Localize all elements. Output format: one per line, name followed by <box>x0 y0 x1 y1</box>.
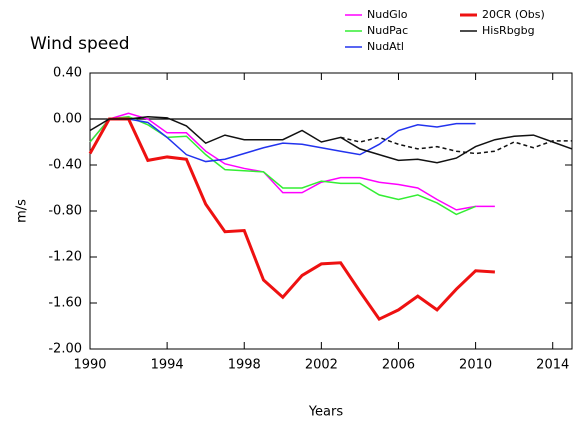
y-tick-label: -0.80 <box>48 204 82 219</box>
x-tick-label: 2006 <box>382 358 415 373</box>
y-tick-label: -2.00 <box>48 342 82 357</box>
legend-label: NudAtl <box>367 40 404 53</box>
y-tick-label: 0.00 <box>53 112 82 127</box>
x-tick-label: 1994 <box>151 358 184 373</box>
y-axis-label: m/s <box>15 199 30 223</box>
chart-title: Wind speed <box>30 34 130 54</box>
x-tick-label: 2010 <box>459 358 492 373</box>
y-tick-label: -1.20 <box>48 250 82 265</box>
legend-label: NudPac <box>367 24 408 37</box>
legend-label: 20CR (Obs) <box>482 8 545 21</box>
legend-label: NudGlo <box>367 8 408 21</box>
series-line <box>89 115 476 216</box>
y-tick-label: -0.40 <box>48 158 82 173</box>
series-line <box>109 118 476 163</box>
y-tick-label: -1.60 <box>48 296 82 311</box>
series-line <box>89 115 573 164</box>
series-line <box>88 117 495 322</box>
series-line <box>340 136 572 155</box>
legend-label: HisRbgbg <box>482 24 535 37</box>
series-line <box>89 112 495 211</box>
x-tick-label: 1998 <box>228 358 261 373</box>
x-tick-label: 1990 <box>73 358 106 373</box>
x-tick-label: 2014 <box>536 358 569 373</box>
x-tick-label: 2002 <box>305 358 338 373</box>
x-axis-label: Years <box>308 405 344 420</box>
plot-frame <box>89 72 573 350</box>
y-tick-label: 0.40 <box>53 66 82 81</box>
